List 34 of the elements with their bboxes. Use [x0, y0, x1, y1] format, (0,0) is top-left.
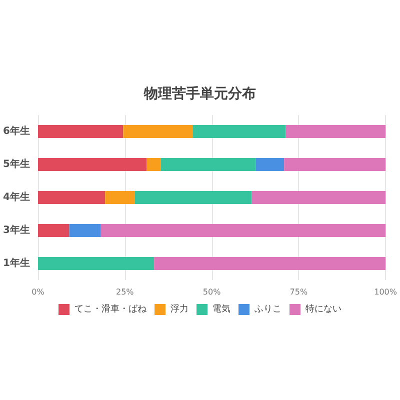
- chart-title: 物理苦手単元分布: [143, 85, 256, 102]
- bar: [38, 191, 106, 204]
- x-tick-label: 75%: [290, 288, 308, 296]
- x-tick-label: 100%: [374, 288, 398, 296]
- bar: [154, 257, 386, 270]
- bar: [123, 125, 194, 138]
- bar: [160, 158, 256, 171]
- y-tick-label: 1年生: [3, 257, 30, 269]
- bar: [69, 224, 101, 237]
- bar: [193, 125, 286, 138]
- y-tick-label: 3年生: [3, 224, 30, 236]
- x-tick-label: 50%: [202, 288, 222, 296]
- bar: [38, 125, 124, 138]
- x-tick-label: 0%: [32, 288, 45, 296]
- x-tick-label: 25%: [116, 288, 134, 296]
- bar: [100, 224, 386, 237]
- y-tick-label: 4年生: [3, 191, 30, 203]
- legend-label: てこ・滑車・ばね: [74, 304, 148, 314]
- legend-label: 電気: [212, 304, 230, 314]
- legend-label: ふりこ: [254, 304, 282, 314]
- bar: [38, 224, 70, 237]
- y-tick-label: 6年生: [3, 125, 30, 137]
- bar: [286, 125, 386, 138]
- bar: [284, 158, 386, 171]
- bar: [38, 257, 154, 270]
- legend-label: 浮力: [170, 304, 188, 314]
- bar: [146, 158, 161, 171]
- bar: [105, 191, 135, 204]
- bar: [134, 191, 252, 204]
- bar: [252, 191, 386, 204]
- bar: [38, 158, 147, 171]
- y-tick-label: 5年生: [3, 158, 30, 170]
- legend-label: 特にない: [306, 304, 342, 314]
- bar: [256, 158, 284, 171]
